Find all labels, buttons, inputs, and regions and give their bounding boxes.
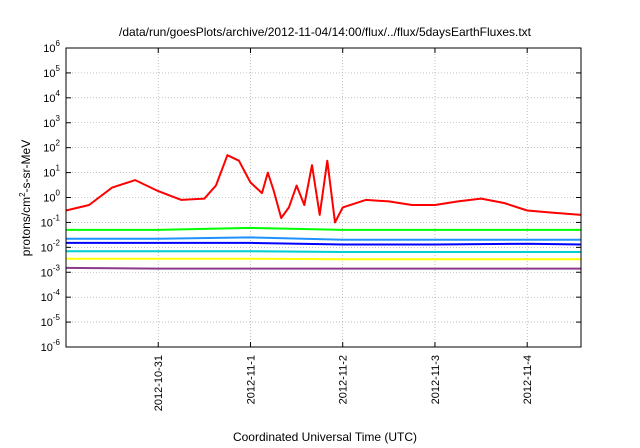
- x-tick-label: 2012-11-4: [522, 355, 534, 404]
- x-tick-label: 2012-11-3: [430, 355, 442, 404]
- y-ticks: 10-6 10-5 10-4 10-3 10-2 10-1 100 101 102 103 104 1…: [41, 39, 581, 354]
- y-axis-label: protons/cm2-s-sr-MeV: [18, 140, 33, 256]
- series-line-2: [66, 226, 581, 231]
- y-tick-label: 100: [43, 189, 60, 205]
- x-tick-label: 2012-11-2: [338, 355, 350, 404]
- y-tick-label: 106: [43, 39, 60, 55]
- y-tick-label: 10-1: [41, 213, 61, 229]
- x-tick-label: 2012-10-31: [153, 355, 165, 411]
- x-axis-label: Coordinated Universal Time (UTC): [233, 430, 417, 444]
- y-tick-label: 105: [43, 64, 60, 80]
- y-tick-label: 10-6: [41, 338, 61, 354]
- y-tick-label: 101: [43, 164, 60, 180]
- plot-frame: [65, 47, 582, 348]
- series-line-3: [66, 241, 582, 246]
- series-line-7: [65, 266, 581, 270]
- y-tick-label: 10-3: [41, 263, 61, 279]
- grid: [66, 47, 581, 348]
- y-tick-label: 103: [43, 114, 60, 130]
- series-line-1: [65, 154, 582, 224]
- series-line-4: [66, 236, 581, 241]
- y-tick-label: 10-4: [41, 288, 61, 304]
- y-tick-label: 102: [43, 139, 60, 155]
- series-group: [65, 154, 582, 270]
- y-tick-label: 10-5: [41, 313, 61, 329]
- x-tick-label: 2012-11-1: [245, 355, 257, 404]
- x-ticks: 2012-10-31 2012-11-1 2012-11-2 2012-11-3 201…: [153, 48, 534, 411]
- series-line-6: [66, 257, 581, 261]
- chart-title: /data/run/goesPlots/archive/2012-11-04/1…: [119, 25, 532, 39]
- y-tick-label: 104: [43, 89, 60, 105]
- series-line-5: [66, 250, 581, 253]
- y-tick-label: 10-2: [41, 238, 61, 254]
